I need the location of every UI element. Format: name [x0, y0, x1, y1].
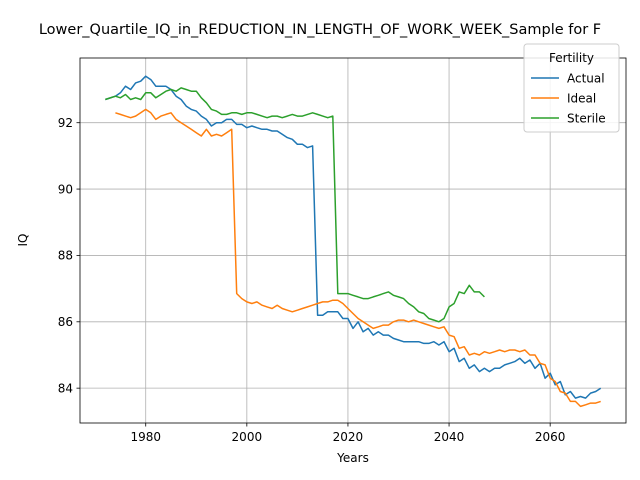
y-tick-label: 88 [58, 249, 73, 263]
x-tick-label: 2020 [333, 430, 364, 444]
legend-label-ideal: Ideal [567, 91, 596, 105]
y-tick-label: 84 [58, 381, 73, 395]
series-line-ideal [115, 108, 601, 408]
y-axis-ticks: 84 86 88 90 92 [58, 116, 80, 395]
plot-frame [79, 57, 627, 424]
series-line-sterile [105, 87, 485, 323]
y-tick-label: 90 [58, 182, 73, 196]
legend-title: Fertility [549, 51, 594, 65]
x-tick-label: 2040 [434, 430, 465, 444]
series-line-actual [105, 75, 602, 399]
series-layer [105, 75, 602, 408]
legend-box [523, 43, 620, 133]
x-tick-label: 2060 [535, 430, 566, 444]
x-axis-label: Years [336, 451, 369, 465]
y-tick-label: 86 [58, 315, 73, 329]
y-tick-label: 92 [58, 116, 73, 130]
x-tick-label: 2000 [232, 430, 263, 444]
x-tick-label: 1980 [130, 430, 161, 444]
legend-label-actual: Actual [567, 71, 605, 85]
chart-title: Lower_Quartile_IQ_in_REDUCTION_IN_LENGTH… [39, 22, 601, 38]
legend-label-sterile: Sterile [567, 111, 606, 125]
y-axis-label: IQ [16, 234, 30, 247]
x-axis-ticks: 1980 2000 2020 2040 2060 [130, 423, 565, 444]
legend-items: Actual Ideal Sterile [531, 71, 606, 125]
legend: Fertility Actual Ideal Sterile [523, 43, 620, 133]
